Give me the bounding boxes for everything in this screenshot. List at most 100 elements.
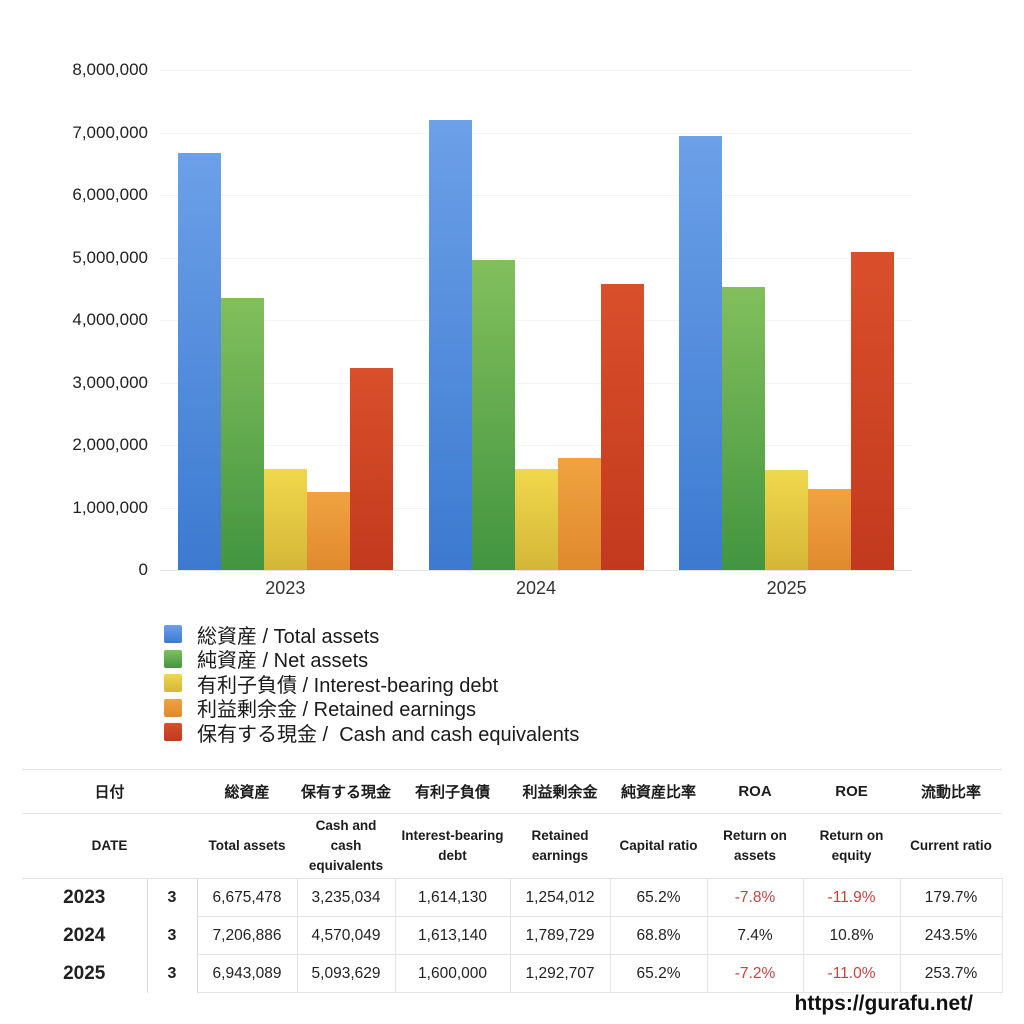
header-cell: 流動比率: [900, 769, 1003, 814]
x-axis-category-label: 2025: [766, 578, 807, 598]
legend-item: 保有する現金 / Cash and cash equivalents: [164, 720, 580, 746]
header-cell: Capital ratio: [610, 813, 708, 879]
table-row: 2023 3 6,675,478 3,235,034 1,614,130 1,254,01…: [22, 878, 1003, 917]
value-cell: 6,675,478: [196, 878, 298, 917]
value-cell: 179.7%: [899, 878, 1003, 917]
legend-item: 利益剰余金 / Retained earnings: [164, 696, 579, 721]
bar-2025-series-3: [808, 489, 852, 570]
table-row: 2024 3 7,206,886 4,570,049 1,613,140 1,789,72…: [22, 916, 1003, 955]
legend-label: 有利子負債 / Interest-bearing debt: [197, 674, 499, 697]
value-cell: 65.2%: [609, 878, 708, 917]
bar-2025-series-0: [679, 136, 723, 570]
table-body: 2023 3 6,675,478 3,235,034 1,614,130 1,254,01…: [22, 878, 1003, 993]
bar-2024-series-1: [471, 260, 515, 570]
header-cell: Total assets: [197, 813, 298, 879]
bar-2023-series-2: [263, 469, 307, 570]
legend-label: 保有する現金 / Cash and cash equivalents: [197, 723, 580, 746]
legend-item: 総資産 / Total assets: [164, 622, 579, 648]
value-cell: 1,613,140: [394, 916, 511, 955]
grouped-bar-chart: 8,000,000 7,000,000 6,000,000 5,000,000 4,00…: [72, 60, 912, 598]
value-cell: 6,943,089: [196, 954, 298, 993]
value-cell: 1,600,000: [394, 954, 511, 993]
legend-swatch: [164, 698, 182, 717]
x-axis-category-label: 2023: [265, 578, 306, 598]
legend-swatch: [164, 674, 182, 692]
y-axis-tick-label: 3,000,000: [72, 372, 148, 392]
y-axis-tick-label: 7,000,000: [72, 122, 148, 142]
bar-2023-series-3: [306, 491, 350, 570]
header-cell: Current ratio: [900, 813, 1003, 879]
value-cell: -11.0%: [802, 954, 901, 993]
value-cell: 1,614,130: [394, 878, 511, 917]
legend-swatch: [164, 625, 182, 643]
bar-2025-series-4: [851, 251, 895, 570]
value-cell: 243.5%: [899, 916, 1003, 955]
value-cell: -11.9%: [802, 878, 901, 917]
legend-item: 有利子負債 / Interest-bearing debt: [164, 671, 579, 697]
value-cell: 65.2%: [609, 954, 708, 993]
legend-label: 総資産 / Total assets: [197, 625, 380, 648]
table-header-en: DATE Total assets Cash and cash equivalent…: [22, 813, 1003, 879]
y-axis-tick-label: 1,000,000: [72, 497, 148, 517]
legend-swatch: [164, 723, 182, 741]
gridline: [160, 445, 912, 446]
header-cell: Return on equity: [803, 813, 901, 879]
bar-2023-series-4: [349, 367, 393, 570]
source-url: https://gurafu.net/: [794, 992, 973, 1015]
bar-2025-series-2: [765, 470, 809, 570]
y-axis-tick-label: 2,000,000: [72, 435, 148, 454]
bar-2023-series-0: [177, 152, 221, 570]
bar-2024-series-0: [428, 119, 472, 570]
header-cell: 総資産: [197, 769, 298, 814]
header-cell: Retained earnings: [510, 813, 611, 879]
value-cell: 7.4%: [706, 916, 804, 955]
value-cell: 3,235,034: [296, 878, 396, 917]
month-cell: 3: [147, 916, 198, 955]
header-cell: Interest-bearing debt: [395, 813, 511, 879]
value-cell: 68.8%: [609, 916, 708, 955]
year-cell: 2025: [22, 954, 148, 993]
y-axis-tick-label: 0: [138, 560, 148, 579]
gridline: [160, 195, 912, 196]
y-axis-tick-label: 8,000,000: [72, 60, 148, 79]
value-cell: 1,789,729: [509, 916, 611, 955]
value-cell: -7.2%: [706, 954, 804, 993]
value-cell: 253.7%: [899, 954, 1003, 993]
bar-2023-series-1: [220, 298, 264, 570]
table-header-jp: 日付 総資産 保有する現金 有利子負債 利益剰余金 純資産比率 ROA ROE 流動比率: [22, 769, 1003, 814]
table-header: 日付 総資産 保有する現金 有利子負債 利益剰余金 純資産比率 ROA ROE 流動比率 DATE…: [22, 769, 1003, 879]
value-cell: -7.8%: [706, 878, 804, 917]
bar-2025-series-1: [722, 286, 766, 570]
header-cell: DATE: [22, 813, 198, 879]
gridline: [160, 70, 912, 71]
y-axis-tick-label: 5,000,000: [72, 247, 148, 267]
month-cell: 3: [147, 878, 198, 917]
header-cell: 純資産比率: [610, 769, 708, 814]
header-cell: 日付: [22, 769, 198, 814]
legend-swatch: [164, 649, 182, 668]
header-cell: Return on assets: [707, 813, 804, 879]
bar-2024-series-2: [514, 469, 558, 570]
chart-legend: 総資産 / Total assets 純資産 / Net assets 有利子負債 …: [164, 622, 580, 746]
value-cell: 1,292,707: [509, 954, 611, 993]
legend-label: 純資産 / Net assets: [197, 650, 369, 672]
legend-label: 利益剰余金 / Retained earnings: [197, 699, 477, 721]
gridline: [160, 257, 912, 259]
gridline: [160, 382, 912, 384]
table-row: 2025 3 6,943,089 5,093,629 1,600,000 1,292,70…: [22, 954, 1003, 993]
gridline: [160, 570, 912, 571]
header-cell: ROE: [803, 769, 901, 814]
legend-item: 純資産 / Net assets: [164, 647, 579, 672]
y-axis-tick-label: 6,000,000: [72, 185, 148, 204]
header-cell: 保有する現金: [297, 769, 396, 814]
bar-2024-series-4: [600, 284, 644, 570]
value-cell: 10.8%: [802, 916, 901, 955]
value-cell: 7,206,886: [196, 916, 298, 955]
year-cell: 2024: [22, 916, 148, 955]
header-cell: 利益剰余金: [510, 769, 611, 814]
plot-area: [160, 70, 912, 571]
financial-data-table: 日付 総資産 保有する現金 有利子負債 利益剰余金 純資産比率 ROA ROE 流動比率 DATE…: [22, 769, 1003, 993]
month-cell: 3: [147, 954, 198, 993]
header-cell: ROA: [707, 769, 804, 814]
